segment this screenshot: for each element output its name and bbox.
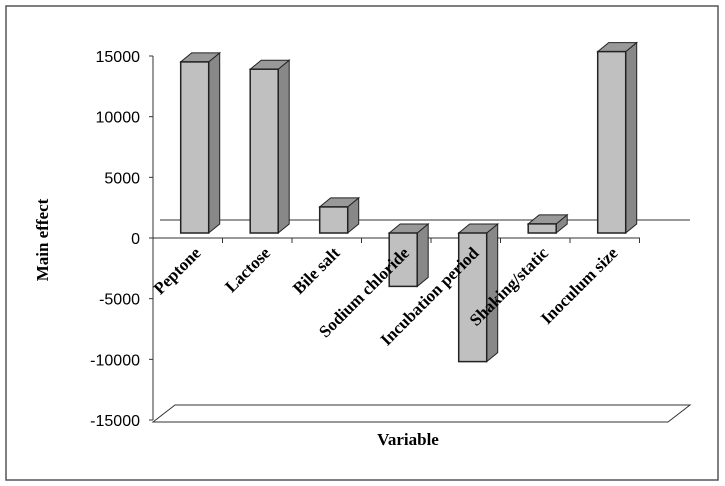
y-tick-label: 5000 [104,170,140,187]
bar-peptone [179,61,210,234]
x-axis-label: Variable [377,430,439,449]
floor [151,404,692,423]
y-tick-label: -15000 [90,413,140,430]
y-tick-label: -5000 [99,292,140,309]
bar-incubation-period [457,232,488,363]
bar-lactose [249,68,279,234]
bar-inoculum-size [596,50,627,234]
bar-side [277,59,290,235]
y-tick-label: 10000 [96,110,141,127]
bar-side [416,222,429,288]
bar-bile-salt [318,206,349,234]
y-tick-label: 0 [131,231,140,248]
bar-side [208,51,221,235]
bar-shaking-static [527,223,557,234]
bar-side [625,41,638,235]
y-axis-label: Main effect [33,198,52,281]
bar-sodium-chloride [388,232,418,288]
y-tick-label: -10000 [90,352,140,369]
y-tick-label: 15000 [96,49,141,66]
